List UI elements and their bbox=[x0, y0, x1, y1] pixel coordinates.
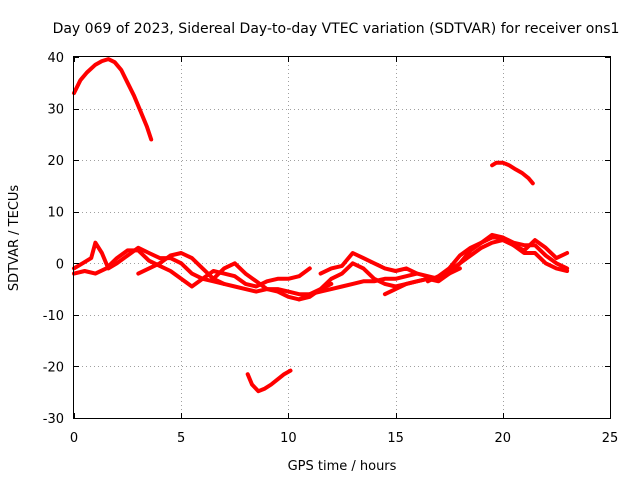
series-line-track-h bbox=[425, 232, 570, 284]
y-tick-label: 10 bbox=[47, 206, 64, 221]
series-group bbox=[72, 57, 570, 394]
y-axis-label: SDTVAR / TECUs bbox=[7, 185, 22, 292]
y-tick-label: 30 bbox=[47, 103, 64, 118]
x-tick-label: 25 bbox=[602, 431, 619, 446]
y-tick-label: 40 bbox=[47, 51, 64, 66]
y-tick-label: -10 bbox=[43, 309, 64, 324]
series-line-track-a bbox=[72, 240, 227, 286]
y-tick-label: 20 bbox=[47, 154, 64, 169]
x-axis-label: GPS time / hours bbox=[288, 459, 397, 474]
x-tick-label: 20 bbox=[495, 431, 512, 446]
chart-title: Day 069 of 2023, Sidereal Day-to-day VTE… bbox=[53, 21, 620, 37]
y-tick-label: 0 bbox=[56, 257, 64, 272]
axis-ticks: 0 5 10 15 20 25 -30 -20 -10 0 10 20 30 40 bbox=[43, 51, 619, 446]
x-tick-label: 5 bbox=[177, 431, 185, 446]
x-tick-label: 15 bbox=[387, 431, 404, 446]
series-line-track-f bbox=[318, 238, 570, 281]
x-tick-label: 0 bbox=[70, 431, 78, 446]
series-line-high-arc bbox=[72, 57, 154, 142]
series-line-track-b bbox=[72, 248, 312, 289]
y-tick-label: -20 bbox=[43, 360, 64, 375]
series-line-low-arc bbox=[245, 368, 293, 394]
x-tick-label: 10 bbox=[280, 431, 297, 446]
y-tick-label: -30 bbox=[43, 412, 64, 427]
series-line-upper-right-arc bbox=[490, 160, 535, 186]
plot-frame bbox=[73, 56, 611, 419]
grid bbox=[74, 57, 610, 418]
